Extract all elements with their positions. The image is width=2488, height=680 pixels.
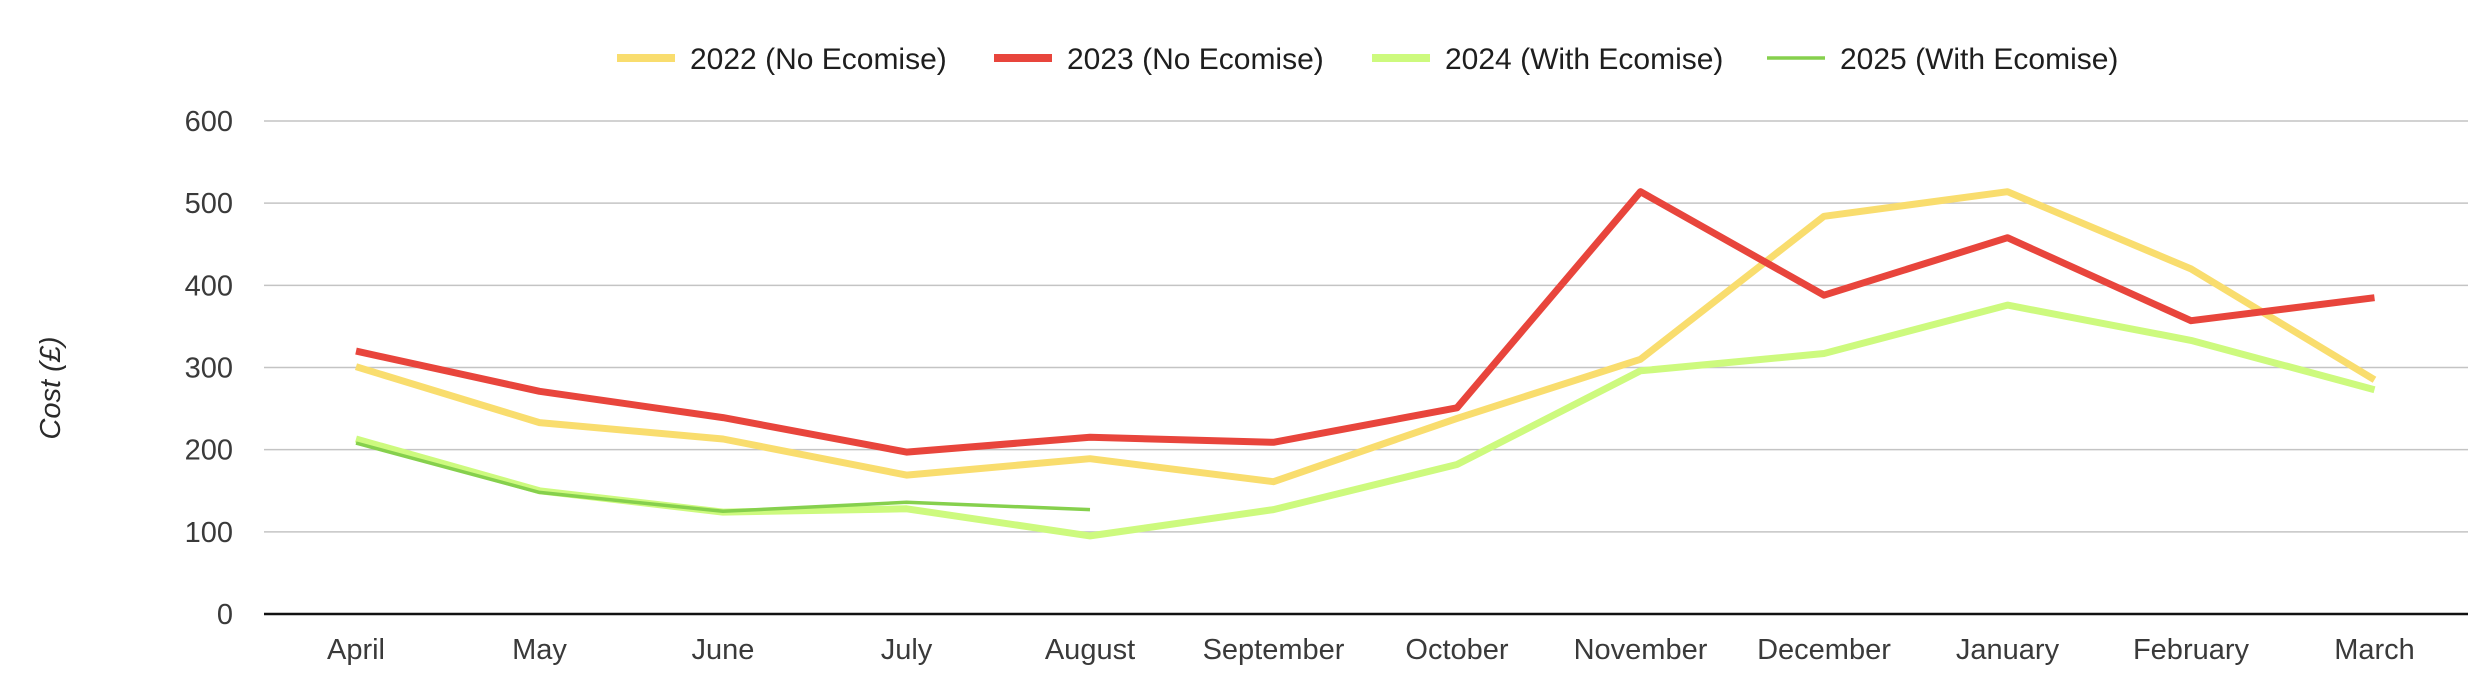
legend-item: 2025 (With Ecomise) [1767,43,2118,76]
x-tick-label: January [1956,634,2060,666]
y-axis-tick-labels: 0 100 200 300 400 500 600 [185,106,233,631]
legend: 2022 (No Ecomise) 2023 (No Ecomise) 2024 (… [617,43,2118,76]
series-line-3 [355,301,2376,540]
legend-label: 2022 (No Ecomise) [690,43,947,76]
x-tick-label: May [512,634,567,666]
legend-item: 2022 (No Ecomise) [617,43,947,76]
x-axis-tick-labels: April May June July August September October No… [327,634,2415,666]
y-tick-label: 0 [217,599,233,631]
x-tick-label: November [1574,634,1708,666]
y-tick-label: 600 [185,106,233,138]
x-tick-label: September [1203,634,1345,666]
series-lines [354,188,2377,540]
legend-label: 2024 (With Ecomise) [1445,43,1723,76]
legend-label: 2023 (No Ecomise) [1067,43,1324,76]
y-tick-label: 400 [185,270,233,302]
x-tick-label: March [2334,634,2415,666]
x-tick-label: February [2133,634,2250,666]
x-tick-label: December [1757,634,1891,666]
x-tick-label: July [881,634,933,666]
grid-lines [264,120,2468,533]
y-tick-label: 200 [185,435,233,467]
x-tick-label: June [692,634,755,666]
y-axis-title: Cost (£) [35,336,67,439]
x-tick-label: October [1405,634,1508,666]
y-tick-label: 300 [185,353,233,385]
series-line-1 [354,188,2377,486]
legend-label: 2025 (With Ecomise) [1840,43,2118,76]
y-tick-label: 500 [185,188,233,220]
x-tick-label: April [327,634,385,666]
y-tick-label: 100 [185,517,233,549]
legend-item: 2024 (With Ecomise) [1372,43,1723,76]
legend-item: 2023 (No Ecomise) [994,43,1324,76]
x-tick-label: August [1045,634,1135,666]
series-line-4 [355,441,1091,514]
series-line-2 [355,188,2375,456]
